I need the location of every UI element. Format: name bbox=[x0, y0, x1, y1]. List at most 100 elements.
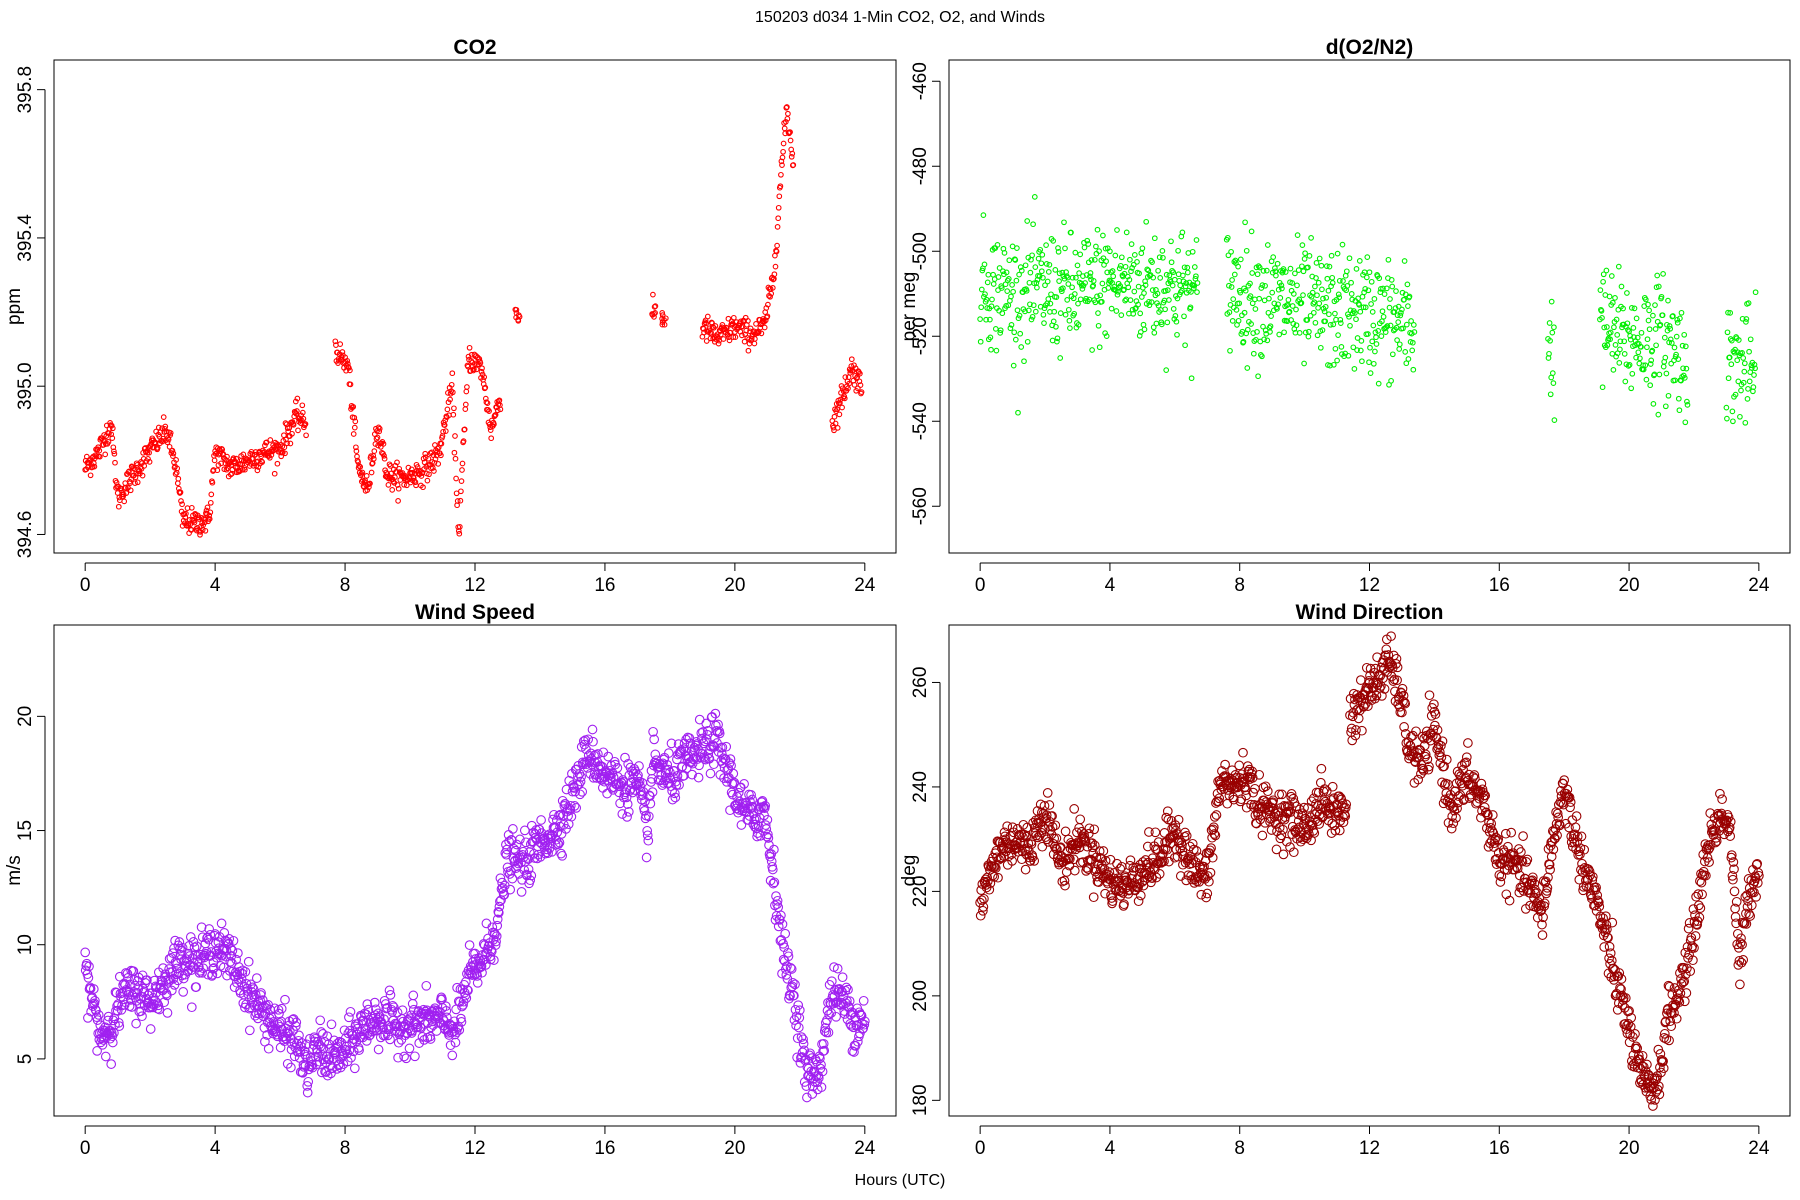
data-point bbox=[779, 154, 786, 161]
data-point bbox=[702, 729, 713, 740]
data-point bbox=[1375, 380, 1382, 387]
data-point bbox=[670, 792, 681, 803]
data-point bbox=[1731, 349, 1738, 356]
data-point bbox=[283, 436, 289, 443]
data-point bbox=[477, 967, 487, 978]
x-tick-label: 20 bbox=[724, 1138, 745, 1159]
data-point bbox=[409, 1016, 420, 1027]
data-point bbox=[419, 1035, 429, 1045]
data-point bbox=[1235, 263, 1241, 270]
data-point bbox=[1316, 300, 1323, 307]
data-point bbox=[1354, 335, 1361, 341]
data-point bbox=[385, 482, 392, 488]
data-point bbox=[198, 963, 209, 974]
data-point bbox=[479, 954, 490, 965]
data-point bbox=[1164, 287, 1171, 293]
data-point bbox=[1336, 277, 1343, 284]
data-point bbox=[248, 984, 259, 994]
x-tick-label: 12 bbox=[464, 575, 485, 596]
data-point bbox=[163, 976, 174, 987]
data-point bbox=[566, 811, 577, 822]
data-point bbox=[1327, 321, 1334, 328]
data-point bbox=[549, 809, 559, 820]
data-point bbox=[1182, 342, 1188, 349]
data-point bbox=[1346, 313, 1352, 320]
x-tick-label: 0 bbox=[80, 575, 91, 596]
data-point bbox=[1003, 269, 1010, 276]
data-point bbox=[1737, 413, 1743, 420]
data-point bbox=[1395, 303, 1402, 310]
data-point bbox=[96, 447, 103, 454]
data-point bbox=[145, 456, 151, 462]
data-point bbox=[1060, 285, 1066, 292]
data-point bbox=[490, 929, 500, 940]
data-point bbox=[1626, 328, 1632, 335]
data-point bbox=[650, 291, 656, 298]
data-point bbox=[1075, 300, 1081, 307]
data-point bbox=[641, 852, 652, 863]
data-point bbox=[858, 995, 869, 1006]
data-point bbox=[561, 784, 572, 795]
data-point bbox=[1389, 351, 1396, 358]
data-point bbox=[1386, 304, 1393, 311]
data-point bbox=[81, 958, 92, 969]
data-point bbox=[91, 463, 98, 470]
data-point bbox=[1254, 271, 1261, 278]
data-point bbox=[1318, 262, 1325, 269]
data-point bbox=[1285, 297, 1292, 303]
data-point bbox=[1646, 326, 1653, 333]
data-point bbox=[467, 367, 474, 374]
data-point bbox=[1680, 365, 1686, 372]
data-point bbox=[407, 998, 418, 1009]
data-point bbox=[1401, 296, 1407, 303]
data-point bbox=[155, 424, 162, 431]
data-point bbox=[1256, 264, 1263, 271]
data-point bbox=[263, 1043, 274, 1054]
data-point bbox=[839, 404, 845, 411]
data-point bbox=[447, 1050, 458, 1061]
data-point bbox=[1300, 292, 1306, 298]
data-point bbox=[1319, 286, 1325, 293]
y-tick-label: 240 bbox=[910, 771, 931, 803]
data-point bbox=[776, 193, 783, 200]
data-point bbox=[737, 318, 744, 325]
data-point bbox=[505, 884, 516, 895]
data-point bbox=[1743, 319, 1749, 325]
data-point bbox=[1012, 336, 1019, 343]
data-point bbox=[454, 498, 461, 504]
data-point bbox=[237, 965, 248, 976]
data-point bbox=[441, 1006, 452, 1016]
data-point bbox=[784, 104, 790, 110]
data-point bbox=[1751, 361, 1758, 368]
data-point bbox=[166, 985, 177, 996]
data-point bbox=[780, 148, 786, 155]
data-point bbox=[1321, 308, 1328, 315]
data-point bbox=[389, 487, 396, 493]
data-point bbox=[997, 330, 1004, 336]
data-point bbox=[1335, 291, 1342, 298]
data-point bbox=[458, 478, 465, 484]
data-point bbox=[1748, 365, 1755, 371]
data-point bbox=[642, 825, 653, 836]
data-point bbox=[780, 140, 787, 147]
data-point bbox=[191, 982, 202, 992]
data-point bbox=[306, 1061, 316, 1072]
data-point bbox=[1114, 291, 1121, 298]
data-point bbox=[1724, 415, 1730, 422]
data-point bbox=[209, 963, 219, 973]
data-point bbox=[1172, 313, 1179, 319]
data-point bbox=[1099, 280, 1106, 287]
data-point bbox=[1637, 355, 1643, 362]
data-point bbox=[552, 827, 563, 838]
data-point bbox=[1108, 305, 1115, 312]
data-point bbox=[1139, 245, 1146, 252]
data-point bbox=[1022, 308, 1028, 315]
data-point bbox=[1410, 366, 1417, 373]
data-point bbox=[1062, 245, 1068, 252]
data-point bbox=[1398, 310, 1404, 316]
data-point bbox=[1369, 338, 1376, 345]
data-point bbox=[1750, 384, 1757, 390]
data-point bbox=[428, 449, 435, 456]
data-point bbox=[1058, 288, 1065, 295]
data-point bbox=[1289, 303, 1296, 309]
